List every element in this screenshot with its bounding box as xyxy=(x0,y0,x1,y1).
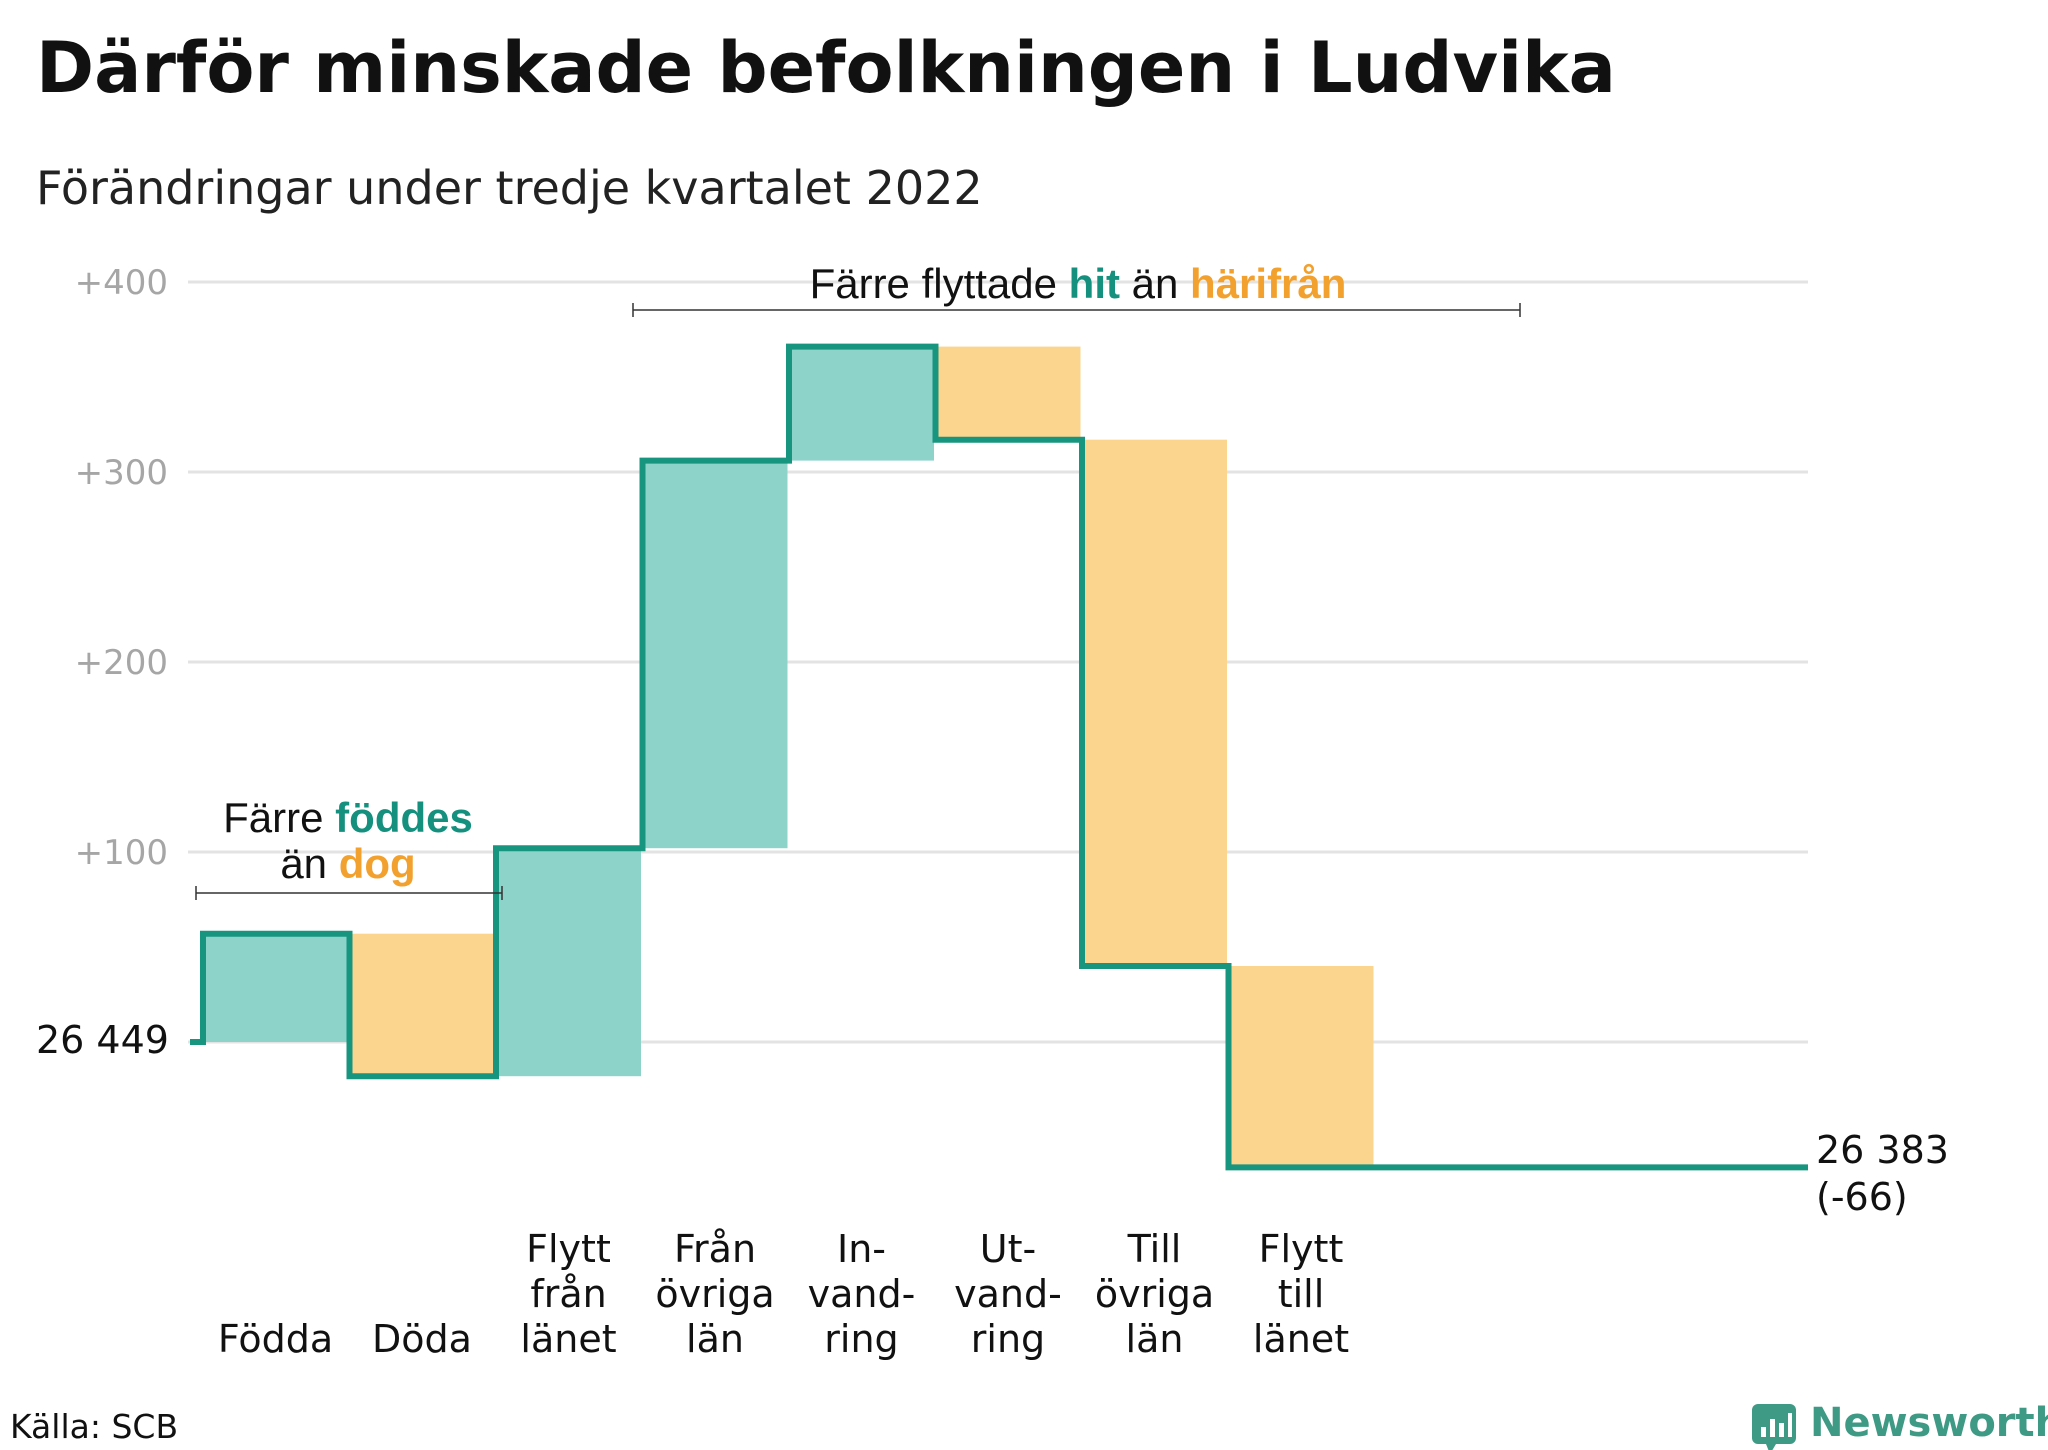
category-label: ring xyxy=(824,1317,898,1361)
y-tick-label: +100 xyxy=(75,833,168,873)
category-label: övriga xyxy=(655,1272,774,1316)
moves-annot-mid: än xyxy=(1120,260,1190,307)
category-label: Flytt xyxy=(526,1227,611,1271)
y-axis-ticks: +100 +200 +300 +400 xyxy=(75,263,168,873)
net-change: (-66) xyxy=(1816,1175,1908,1219)
moves-annot-text: Färre flyttade xyxy=(810,260,1069,307)
gridlines xyxy=(188,280,1808,1044)
moves-annot-bracket xyxy=(632,303,1521,317)
category-label: till xyxy=(1278,1272,1325,1316)
moves-annot-highlight-here: hit xyxy=(1069,260,1120,307)
category-label: övriga xyxy=(1095,1272,1214,1316)
category-label: länet xyxy=(1253,1317,1349,1361)
births-annot-text2: än xyxy=(280,840,338,887)
category-label: Till xyxy=(1127,1227,1182,1271)
births-annot-highlight-died: dog xyxy=(339,840,416,887)
bar-step-4 xyxy=(642,460,788,849)
category-label: vand- xyxy=(808,1272,916,1316)
bar-step-1 xyxy=(203,933,348,1042)
bars xyxy=(203,346,1374,1168)
births-annot-text: Färre xyxy=(223,794,335,841)
brand-name: Newsworthy xyxy=(1810,1400,2048,1446)
source-note: Källa: SCB xyxy=(10,1407,178,1446)
births-annotation: Färre föddes än dog xyxy=(195,794,503,900)
y-tick-label: +400 xyxy=(75,263,168,303)
bar-step-2 xyxy=(349,933,495,1077)
moves-annotation: Färre flyttade hit än härifrån xyxy=(632,260,1521,317)
category-label: Födda xyxy=(218,1317,333,1361)
net-change-label: (-66) xyxy=(1816,1175,1908,1219)
category-label: In- xyxy=(837,1227,886,1271)
y-tick-label: +200 xyxy=(75,643,168,683)
category-label: län xyxy=(1126,1317,1184,1361)
category-label: Ut- xyxy=(980,1227,1036,1271)
category-label: ring xyxy=(971,1317,1045,1361)
category-label: Flytt xyxy=(1259,1227,1344,1271)
bar-step-6 xyxy=(935,346,1081,440)
bar-step-8 xyxy=(1228,966,1374,1168)
bar-step-3 xyxy=(496,848,641,1077)
cumulative-step-line xyxy=(190,343,1808,1171)
bar-step-7 xyxy=(1082,439,1227,966)
chart-subtitle: Förändringar under tredje kvartalet 2022 xyxy=(36,161,983,215)
category-label: länet xyxy=(520,1317,616,1361)
start-value-label: 26 449 xyxy=(36,1018,169,1062)
category-label: vand- xyxy=(954,1272,1062,1316)
y-tick-label: +300 xyxy=(75,453,168,493)
chart-logo-icon xyxy=(1752,1404,1796,1450)
births-annot-bracket xyxy=(195,886,503,900)
category-labels: Födda DödaFlyttfrånlänetFrånövrigalänIn-v… xyxy=(218,1227,1349,1361)
end-value-label: 26 383 xyxy=(1816,1128,1949,1172)
svg-text:Färre föddes: Färre föddes xyxy=(223,794,473,841)
svg-text:än dog: än dog xyxy=(280,840,415,887)
births-annot-highlight-born: föddes xyxy=(335,794,473,841)
category-label: från xyxy=(530,1272,606,1316)
category-label: Döda xyxy=(372,1317,472,1361)
category-label: Från xyxy=(674,1227,756,1271)
moves-annot-highlight-away: härifrån xyxy=(1190,260,1346,307)
brand-logo: Newsworthy xyxy=(1752,1400,2048,1450)
bar-step-5 xyxy=(789,346,934,461)
chart-title: Därför minskade befolkningen i Ludvika xyxy=(36,27,1616,109)
end-value: 26 383 xyxy=(1816,1128,1949,1172)
svg-text:Färre flyttade hit än härifrån: Färre flyttade hit än härifrån xyxy=(810,260,1347,307)
category-label: län xyxy=(686,1317,744,1361)
